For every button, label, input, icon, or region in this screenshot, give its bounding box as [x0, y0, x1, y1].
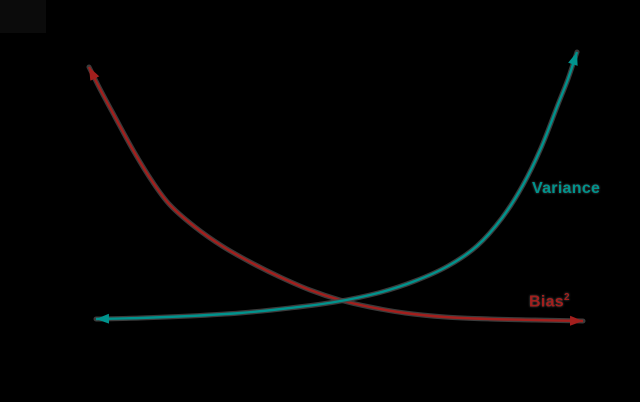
- curve-variance: [95, 51, 579, 324]
- curve-halo-bias-squared: [86, 64, 586, 324]
- curve-label-bias: Bias2: [529, 289, 570, 310]
- curve-label-bias-text: Bias: [529, 293, 564, 311]
- faint-artifact-patch: [0, 0, 46, 33]
- curve-label-variance: Variance: [532, 180, 601, 197]
- curve-halo-variance: [93, 49, 580, 322]
- curve-label-bias-superscript: 2: [564, 292, 570, 303]
